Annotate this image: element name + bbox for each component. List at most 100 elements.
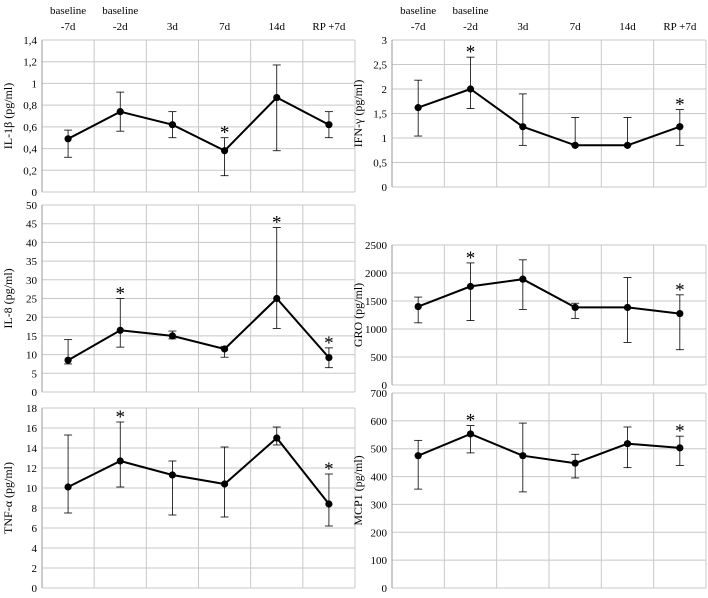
significance-star: * (116, 407, 126, 428)
error-bar (466, 56, 475, 109)
data-point (325, 500, 333, 508)
y-axis-title: GRO (pg/ml) (351, 283, 365, 347)
y-tick-label: 30 (26, 275, 38, 287)
category-label-line1: baseline (452, 5, 488, 17)
error-bar (466, 425, 475, 454)
data-point (220, 147, 229, 155)
data-point (325, 353, 333, 362)
data-point (519, 275, 527, 283)
y-tick-label: 10 (26, 350, 38, 362)
y-tick-label: 0 (382, 380, 388, 392)
significance-star: * (466, 411, 476, 432)
y-tick-label: 1,4 (23, 35, 37, 47)
y-tick-label: 0,2 (23, 165, 37, 177)
y-tick-label: 12 (26, 463, 37, 475)
chart-panel-il8: 0 5 10 15 20 25 30 35 40 45 50 IL-8 (pg/ml) * * * (1, 200, 356, 399)
error-bar (518, 259, 527, 310)
y-tick-label: 300 (371, 499, 388, 511)
significance-star: * (675, 421, 685, 442)
series-line (67, 436, 330, 505)
y-axis-title: TNF-α (pg/ml) (1, 462, 15, 534)
data-point (220, 345, 229, 353)
error-bar (571, 117, 580, 146)
data-point (116, 108, 124, 116)
error-bar (623, 426, 632, 469)
series-line (417, 87, 681, 147)
y-tick-label: 6 (32, 523, 38, 535)
error-bar (116, 421, 125, 488)
data-point (623, 440, 632, 448)
data-point (325, 121, 333, 129)
y-tick-label: 0,6 (23, 122, 37, 134)
data-point (116, 326, 124, 334)
y-tick-label: 2,5 (373, 60, 387, 72)
data-point (676, 123, 684, 131)
category-label: 3d (517, 21, 529, 33)
y-tick-label: 0 (32, 387, 38, 399)
series-line (417, 278, 680, 315)
data-point (466, 282, 475, 291)
category-label: 7d (570, 21, 582, 33)
y-tick-label: 45 (26, 219, 38, 231)
y-tick-label: 4 (32, 543, 38, 555)
data-point (64, 356, 72, 364)
error-bar (272, 64, 281, 152)
y-tick-label: 8 (32, 503, 38, 515)
y-tick-label: 25 (26, 294, 38, 306)
data-point (64, 483, 72, 491)
y-tick-label: 18 (26, 403, 38, 415)
y-tick-label: 20 (26, 312, 38, 324)
significance-star: * (675, 95, 685, 116)
y-tick-label: 15 (26, 331, 38, 343)
chart-panel-gro: 0 500 1000 1500 2000 2500 GRO (pg/ml) * * (351, 240, 707, 392)
y-axis-title: IL-8 (pg/ml) (1, 268, 15, 328)
data-point (414, 452, 422, 460)
y-tick-label: 3 (382, 35, 388, 47)
y-tick-label: 700 (371, 388, 388, 400)
data-point (466, 85, 475, 93)
error-bar (220, 137, 229, 177)
y-tick-label: 2 (382, 84, 388, 96)
chart-panel-tnfa: 0 2 4 6 8 10 12 14 16 18 TNF-α (pg/ml) * * (1, 403, 356, 595)
y-tick-label: 2000 (365, 268, 388, 280)
y-tick-label: 1000 (365, 324, 388, 336)
y-axis-title: IFN-γ (pg/ml) (351, 80, 365, 148)
y-tick-label: 1,5 (373, 109, 387, 121)
category-label: 3d (167, 21, 179, 33)
error-bar (623, 117, 632, 146)
series-line (67, 297, 330, 362)
series-line (67, 96, 330, 152)
y-tick-label: 50 (26, 200, 38, 212)
y-tick-label: 40 (26, 237, 38, 249)
data-point (519, 452, 527, 460)
chart-panel-ifng: 0 0,5 1 1,5 2 2,5 3 baseline -7d baseline -2d 3d 7d 1… (351, 5, 707, 194)
y-tick-label: 0,8 (23, 100, 37, 112)
category-label: -7d (61, 21, 76, 33)
data-point (220, 480, 229, 488)
y-tick-label: 0 (382, 583, 388, 595)
error-bar (168, 460, 177, 516)
y-tick-label: 200 (371, 527, 388, 539)
y-tick-label: 1500 (365, 296, 388, 308)
significance-star: * (324, 333, 334, 354)
category-label: -2d (113, 21, 128, 33)
chart-panel-mcp1: 0 100 200 300 400 500 600 700 MCP1 (pg/ml) * * (351, 388, 707, 595)
significance-star: * (466, 248, 476, 269)
data-point (168, 332, 177, 340)
y-tick-label: 600 (371, 416, 388, 428)
data-point (414, 104, 422, 112)
significance-star: * (220, 123, 230, 144)
category-label: 14d (619, 21, 636, 33)
significance-star: * (466, 42, 476, 63)
category-label: -2d (463, 21, 478, 33)
category-label: -7d (411, 21, 426, 33)
data-point (273, 93, 281, 102)
category-label-line1: baseline (50, 5, 86, 17)
data-point (676, 310, 684, 318)
y-tick-label: 16 (26, 423, 38, 435)
y-tick-label: 1,2 (23, 57, 37, 69)
y-tick-label: 0,4 (23, 144, 37, 156)
significance-star: * (116, 284, 126, 305)
category-label: 14d (269, 21, 286, 33)
